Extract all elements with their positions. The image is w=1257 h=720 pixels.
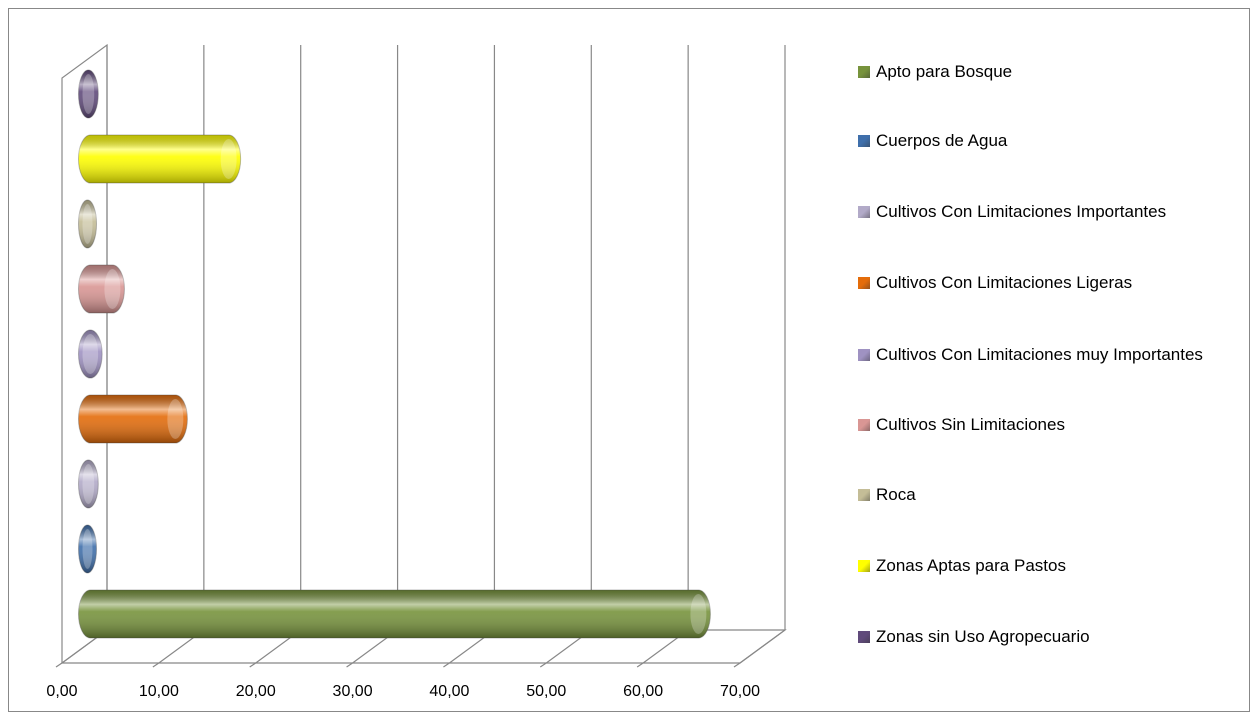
- bar-cap: [104, 269, 121, 309]
- bar-highlight: [78, 265, 125, 313]
- legend-item: Zonas sin Uso Agropecuario: [858, 623, 1238, 651]
- x-tick-label: 60,00: [623, 683, 663, 700]
- legend-swatch: [858, 419, 870, 431]
- tick-mark: [152, 662, 160, 668]
- legend-label: Roca: [876, 485, 916, 504]
- tick-mark: [55, 662, 63, 668]
- legend-swatch: [858, 206, 870, 218]
- legend-label: Cultivos Con Limitaciones Ligeras: [876, 273, 1133, 292]
- bar-highlight: [78, 135, 241, 183]
- legend-item: Cultivos Con Limitaciones Ligeras: [858, 269, 1238, 297]
- tick-mark: [636, 662, 644, 668]
- x-tick-label: 70,00: [720, 683, 760, 700]
- grid-line: [255, 45, 302, 664]
- bar-cap: [82, 334, 99, 374]
- legend-item: Cultivos Sin Limitaciones: [858, 411, 1238, 439]
- grid-line: [449, 45, 496, 664]
- legend-swatch: [858, 66, 870, 78]
- legend-item: Cuerpos de Agua: [858, 127, 1238, 155]
- x-tick-label: 40,00: [429, 683, 469, 700]
- legend-swatch: [858, 277, 870, 289]
- legend-item: Apto para Bosque: [858, 58, 1238, 86]
- x-tick-label: 30,00: [333, 683, 373, 700]
- legend-label: Zonas Aptas para Pastos: [876, 556, 1066, 575]
- legend-swatch: [858, 349, 870, 361]
- grid-line: [739, 45, 786, 664]
- tick-mark: [539, 662, 547, 668]
- legend-swatch: [858, 631, 870, 643]
- bar-highlight: [78, 525, 97, 573]
- x-tick-label: 20,00: [236, 683, 276, 700]
- legend-item: Cultivos Con Limitaciones Importantes: [858, 198, 1238, 226]
- tick-mark: [249, 662, 257, 668]
- bar-highlight: [78, 330, 103, 378]
- legend-item: Zonas Aptas para Pastos: [858, 552, 1238, 580]
- bar-cap: [82, 464, 95, 504]
- tick-mark: [733, 662, 741, 668]
- legend-label: Cuerpos de Agua: [876, 131, 1008, 150]
- legend-label: Cultivos Sin Limitaciones: [876, 415, 1065, 434]
- bar-cap: [220, 139, 237, 179]
- bar-highlight: [78, 70, 99, 118]
- legend-swatch: [858, 560, 870, 572]
- x-tick-label: 0,00: [46, 683, 77, 700]
- legend-label: Apto para Bosque: [876, 62, 1013, 81]
- grid-line: [352, 45, 399, 664]
- legend-swatch: [858, 489, 870, 501]
- tick-mark: [346, 662, 353, 668]
- legend-label: Cultivos Con Limitaciones muy Importante…: [876, 345, 1203, 364]
- bar-cap: [82, 529, 93, 569]
- legend-label: Zonas sin Uso Agropecuario: [876, 627, 1090, 646]
- legend-item: Roca: [858, 481, 1238, 509]
- chart-border: [8, 8, 1250, 712]
- legend-label: Cultivos Con Limitaciones Importantes: [876, 202, 1167, 221]
- bar-cap: [167, 399, 184, 439]
- bar-cap: [82, 204, 93, 244]
- bar-highlight: [78, 590, 711, 638]
- bar-cap: [690, 594, 707, 634]
- legend-swatch: [858, 135, 870, 147]
- grid-line: [545, 45, 592, 664]
- bar-highlight: [78, 200, 97, 248]
- legend-item: Cultivos Con Limitaciones muy Importante…: [858, 341, 1238, 369]
- tick-mark: [443, 662, 450, 668]
- bar-highlight: [78, 460, 99, 508]
- x-tick-label: 50,00: [526, 683, 566, 700]
- x-tick-label: 10,00: [139, 683, 179, 700]
- bar-highlight: [78, 395, 188, 443]
- grid-line: [642, 45, 689, 664]
- bar-cap: [82, 74, 95, 114]
